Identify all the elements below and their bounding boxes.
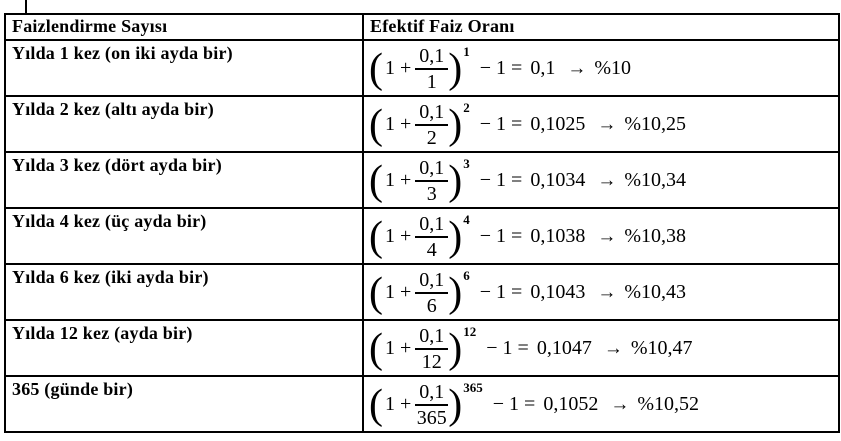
exponent: 3 [463, 155, 470, 171]
effective-rate-formula: ( 1 + 0,1 6 ) 6 − 1 = 0,1043 → %10,43 [369, 267, 687, 317]
compounding-label: Yılda 6 kez (iki ayda bir) [4, 263, 364, 321]
fraction-numerator: 0,1 [415, 269, 449, 294]
fraction-numerator: 0,1 [415, 213, 449, 238]
percent-result: %10,34 [624, 169, 687, 191]
column-header-compounding-count: Faizlendirme Sayısı [4, 13, 364, 41]
effective-rate-formula: ( 1 + 0,1 3 ) 3 − 1 = 0,1034 → %10,34 [369, 155, 687, 205]
rate-fraction: 0,1 365 [415, 381, 449, 429]
percent-result: %10 [594, 57, 632, 79]
decimal-result: 0,1038 [530, 225, 586, 247]
rate-fraction: 0,1 2 [415, 101, 449, 149]
column-header-effective-rate: Efektif Faiz Oranı [362, 13, 840, 41]
effective-interest-rate-table: Faizlendirme Sayısı Efektif Faiz Oranı Y… [4, 13, 840, 433]
decimal-result: 0,1025 [530, 113, 586, 135]
compounding-label: Yılda 1 kez (on iki ayda bir) [4, 39, 364, 97]
fraction-denominator: 4 [426, 238, 437, 261]
minus-one-equals: − 1 = [479, 113, 523, 135]
fraction-numerator: 0,1 [415, 101, 449, 126]
fraction-numerator: 0,1 [415, 381, 449, 406]
compounding-label: Yılda 3 kez (dört ayda bir) [4, 151, 364, 209]
rate-fraction: 0,1 12 [415, 325, 449, 373]
compounding-label: Yılda 12 kez (ayda bir) [4, 319, 364, 377]
rate-fraction: 0,1 1 [415, 45, 449, 93]
percent-result: %10,52 [637, 393, 700, 415]
table-header-row: Faizlendirme Sayısı Efektif Faiz Oranı [4, 13, 840, 41]
one-plus-term: 1 + [385, 337, 412, 359]
one-plus-term: 1 + [385, 393, 412, 415]
percent-result: %10,43 [624, 281, 687, 303]
compounding-label: Yılda 4 kez (üç ayda bir) [4, 207, 364, 265]
minus-one-equals: − 1 = [479, 281, 523, 303]
table-row: Yılda 1 kez (on iki ayda bir) ( 1 + 0,1 … [4, 39, 840, 97]
minus-one-equals: − 1 = [479, 57, 523, 79]
right-arrow-icon: → [597, 225, 617, 247]
fraction-denominator: 12 [421, 350, 442, 373]
right-arrow-icon: → [567, 57, 587, 79]
decimal-result: 0,1 [530, 57, 556, 79]
table-row: Yılda 12 kez (ayda bir) ( 1 + 0,1 12 ) 1… [4, 319, 840, 377]
effective-rate-formula: ( 1 + 0,1 4 ) 4 − 1 = 0,1038 → %10,38 [369, 211, 687, 261]
exponent: 2 [463, 99, 470, 115]
one-plus-term: 1 + [385, 169, 412, 191]
one-plus-term: 1 + [385, 113, 412, 135]
fraction-denominator: 1 [426, 70, 437, 93]
text-cursor [25, 0, 27, 13]
rate-fraction: 0,1 6 [415, 269, 449, 317]
exponent: 6 [463, 267, 470, 283]
one-plus-term: 1 + [385, 57, 412, 79]
rate-fraction: 0,1 3 [415, 157, 449, 205]
effective-rate-formula: ( 1 + 0,1 1 ) 1 − 1 = 0,1 → %10 [369, 43, 632, 93]
right-arrow-icon: → [603, 337, 623, 359]
minus-one-equals: − 1 = [479, 169, 523, 191]
fraction-numerator: 0,1 [415, 325, 449, 350]
table-row: Yılda 6 kez (iki ayda bir) ( 1 + 0,1 6 )… [4, 263, 840, 321]
percent-result: %10,38 [624, 225, 687, 247]
percent-result: %10,25 [624, 113, 687, 135]
compounding-label: Yılda 2 kez (altı ayda bir) [4, 95, 364, 153]
one-plus-term: 1 + [385, 281, 412, 303]
fraction-denominator: 2 [426, 126, 437, 149]
one-plus-term: 1 + [385, 225, 412, 247]
fraction-denominator: 6 [426, 294, 437, 317]
exponent: 1 [463, 43, 470, 59]
table-row: 365 (günde bir) ( 1 + 0,1 365 ) 365 − 1 … [4, 375, 840, 433]
table-row: Yılda 3 kez (dört ayda bir) ( 1 + 0,1 3 … [4, 151, 840, 209]
decimal-result: 0,1034 [530, 169, 586, 191]
right-arrow-icon: → [597, 281, 617, 303]
fraction-numerator: 0,1 [415, 45, 449, 70]
percent-result: %10,47 [630, 337, 693, 359]
rate-fraction: 0,1 4 [415, 213, 449, 261]
effective-rate-formula: ( 1 + 0,1 12 ) 12 − 1 = 0,1047 → %10,47 [369, 323, 693, 373]
table-row: Yılda 4 kez (üç ayda bir) ( 1 + 0,1 4 ) … [4, 207, 840, 265]
exponent: 4 [463, 211, 470, 227]
right-arrow-icon: → [597, 113, 617, 135]
minus-one-equals: − 1 = [479, 225, 523, 247]
fraction-denominator: 3 [426, 182, 437, 205]
right-arrow-icon: → [597, 169, 617, 191]
exponent: 12 [463, 323, 477, 339]
decimal-result: 0,1052 [543, 393, 599, 415]
decimal-result: 0,1047 [536, 337, 592, 359]
decimal-result: 0,1043 [530, 281, 586, 303]
effective-rate-formula: ( 1 + 0,1 2 ) 2 − 1 = 0,1025 → %10,25 [369, 99, 687, 149]
effective-rate-formula: ( 1 + 0,1 365 ) 365 − 1 = 0,1052 → %10,5… [369, 379, 700, 429]
fraction-denominator: 365 [416, 406, 447, 429]
compounding-label: 365 (günde bir) [4, 375, 364, 433]
right-arrow-icon: → [610, 393, 630, 415]
fraction-numerator: 0,1 [415, 157, 449, 182]
table-row: Yılda 2 kez (altı ayda bir) ( 1 + 0,1 2 … [4, 95, 840, 153]
exponent: 365 [463, 379, 483, 395]
minus-one-equals: − 1 = [486, 337, 529, 359]
minus-one-equals: − 1 = [492, 393, 536, 415]
